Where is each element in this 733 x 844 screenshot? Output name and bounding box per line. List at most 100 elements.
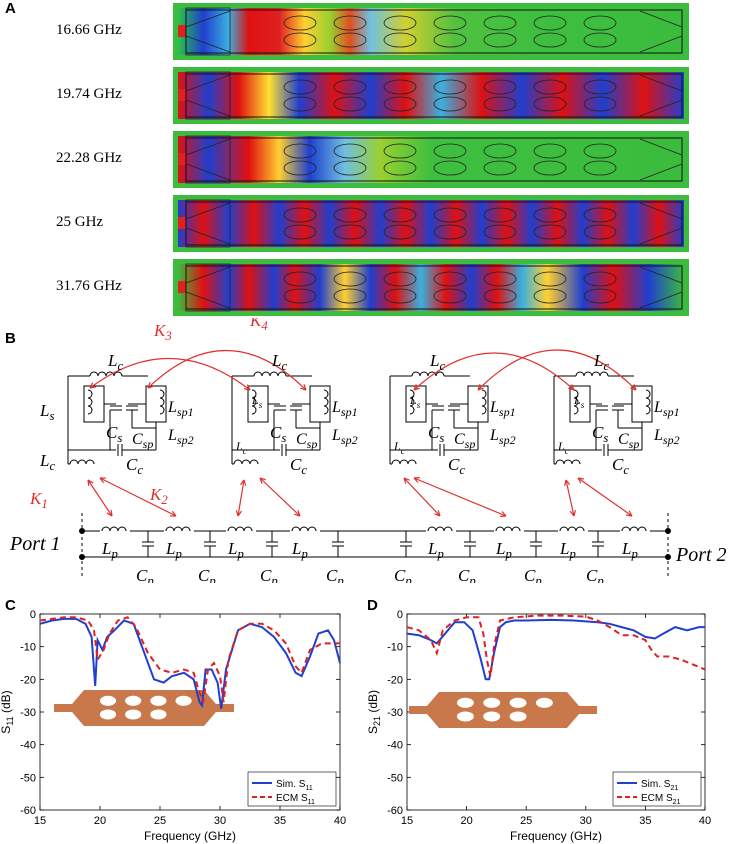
label-ls-outer: Ls <box>39 401 54 423</box>
label-ls-inner: Ls <box>573 393 585 410</box>
freq-label-3: 22.28 GHz <box>56 150 122 166</box>
series-line-ecm <box>406 614 706 677</box>
port-1-label: Port 1 <box>9 533 61 555</box>
label-csp: Csp <box>132 431 153 451</box>
freq-label-4: 25 GHz <box>56 214 104 230</box>
label-lsp1: Lsp1 <box>653 399 680 419</box>
x-tick-label: 20 <box>94 815 106 827</box>
x-tick-label: 40 <box>334 815 346 827</box>
coupling-k3b-arrow <box>413 352 575 391</box>
label-lc-top: Lc <box>271 351 287 373</box>
s11-chart: 15 20 25 30 35 40 0 -10 -20 -30 -40 -50 -60 Frequency… <box>0 609 346 843</box>
series-inductor-lp-8 <box>620 525 650 533</box>
y-tick-label: -20 <box>387 674 403 686</box>
y-tick-label: -20 <box>20 674 36 686</box>
coupling-k2b-arrow <box>259 477 301 517</box>
panel-d-letter: D <box>367 597 378 614</box>
legend-entry: ECM S11 <box>276 793 315 806</box>
y-axis-label: S11 (dB) <box>0 690 15 733</box>
x-tick-label: 25 <box>154 815 166 827</box>
panel-b-letter: B <box>5 330 16 347</box>
series-inductor-lp-5 <box>426 525 456 533</box>
y-tick-label: 0 <box>30 609 36 621</box>
label-cs: Cs <box>428 423 444 445</box>
label-cc: Cc <box>126 455 143 477</box>
label-cp: Cp <box>458 566 476 583</box>
label-lp: Lp <box>227 539 244 561</box>
equivalent-circuit-diagram: Lc Cs Csp Lsp1 Lsp2 Cc Ls Lc Lc Cs Csp Lsp1 Lsp2 Cc Ls… <box>9 318 727 583</box>
series-line-ecm <box>39 616 340 703</box>
label-csp: Csp <box>454 431 475 451</box>
freq-label-1: 16.66 GHz <box>56 22 122 38</box>
s21-chart: 15 20 25 30 35 40 0 -10 -20 -30 -40 -50 -60 Frequency… <box>366 609 711 843</box>
x-tick-label: 30 <box>214 815 226 827</box>
label-cp: Cp <box>260 566 278 583</box>
shunt-capacitor-cp-2 <box>204 531 216 557</box>
label-k4: K4 <box>249 318 268 333</box>
label-lsp1: Lsp1 <box>489 399 516 419</box>
shunt-capacitor-cp-3 <box>266 531 278 557</box>
label-lsp2: Lsp2 <box>167 427 194 447</box>
label-lsp1: Lsp1 <box>167 399 194 419</box>
label-cc: Cc <box>448 455 465 477</box>
shunt-capacitor-cp-7 <box>530 531 542 557</box>
series-line-sim <box>39 617 341 709</box>
series-inductor-lp-2 <box>164 525 194 533</box>
label-cp: Cp <box>524 566 542 583</box>
label-k3: K3 <box>153 321 172 343</box>
x-tick-label: 15 <box>401 815 413 827</box>
label-csp: Csp <box>618 431 639 451</box>
y-tick-label: -30 <box>387 707 403 719</box>
coupling-k3-arrow <box>89 357 251 391</box>
y-tick-label: -50 <box>387 772 403 784</box>
label-lp: Lp <box>495 539 512 561</box>
series-inductor-lp-1 <box>100 525 130 533</box>
field-row-1 <box>173 3 689 60</box>
label-lc-outer: Lc <box>39 451 55 473</box>
label-lsp1: Lsp1 <box>331 399 358 419</box>
x-tick-label: 20 <box>460 815 472 827</box>
shunt-capacitor-cp-6 <box>464 531 476 557</box>
panel-a-letter: A <box>5 0 16 17</box>
x-tick-label: 15 <box>34 815 46 827</box>
y-tick-label: -30 <box>20 707 36 719</box>
field-row-3 <box>173 131 689 188</box>
label-cp: Cp <box>394 566 412 583</box>
series-inductor-lp-3 <box>226 525 256 533</box>
label-k1: K1 <box>29 489 48 511</box>
filter-layout-inset <box>409 692 597 728</box>
x-axis-label: Frequency (GHz) <box>510 829 602 843</box>
label-lc-inner: Lc <box>393 439 405 456</box>
port-2-label: Port 2 <box>675 544 727 566</box>
x-tick-label: 40 <box>699 815 711 827</box>
label-cp: Cp <box>198 566 216 583</box>
field-row-5 <box>173 259 689 316</box>
coupling-k1-arrow <box>87 479 113 517</box>
field-distribution-images <box>173 3 689 316</box>
label-csp: Csp <box>296 431 317 451</box>
label-lsp2: Lsp2 <box>489 427 516 447</box>
y-tick-label: -60 <box>20 805 36 817</box>
label-lp: Lp <box>559 539 576 561</box>
x-axis-label: Frequency (GHz) <box>144 829 236 843</box>
label-cp: Cp <box>136 566 154 583</box>
coupling-k2c-arrow <box>413 477 507 517</box>
x-tick-label: 25 <box>520 815 532 827</box>
label-lp: Lp <box>621 539 638 561</box>
label-ls-inner: Ls <box>251 393 263 410</box>
legend-entry: ECM S21 <box>641 793 681 806</box>
x-tick-label: 35 <box>639 815 651 827</box>
x-tick-label: 35 <box>274 815 286 827</box>
coupling-k1d-arrow <box>564 479 576 517</box>
y-tick-label: -40 <box>20 740 36 752</box>
coupling-k4b-arrow <box>477 349 637 391</box>
label-lp: Lp <box>291 539 308 561</box>
shunt-capacitor-cp-5 <box>400 531 412 557</box>
label-lp: Lp <box>165 539 182 561</box>
y-tick-label: -10 <box>20 642 36 654</box>
y-tick-label: -40 <box>387 740 403 752</box>
label-cp: Cp <box>586 566 604 583</box>
y-tick-label: 0 <box>397 609 403 621</box>
label-k2: K2 <box>149 485 168 507</box>
